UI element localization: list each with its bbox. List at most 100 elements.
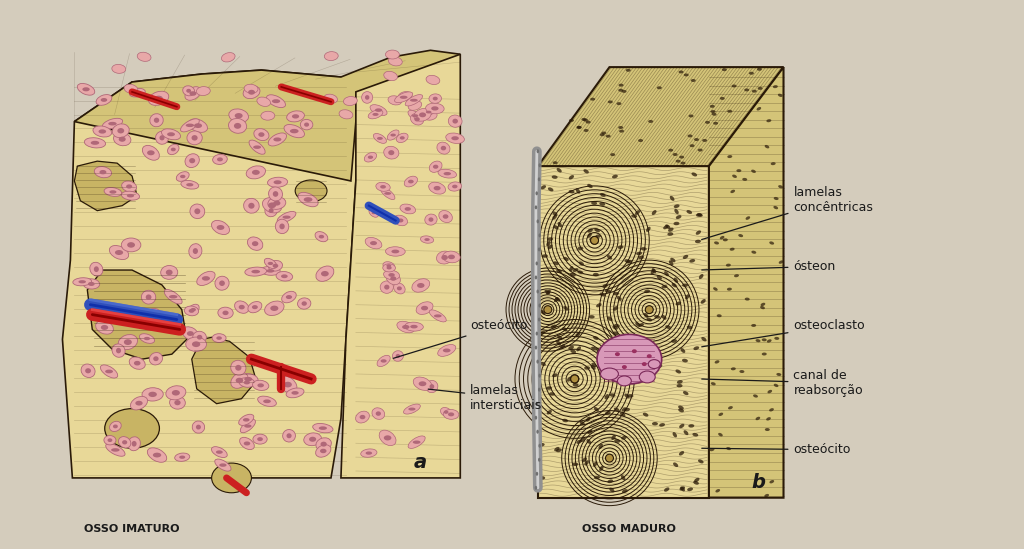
Ellipse shape bbox=[687, 488, 693, 491]
Ellipse shape bbox=[368, 155, 373, 159]
Ellipse shape bbox=[268, 208, 273, 213]
Ellipse shape bbox=[447, 255, 455, 259]
Ellipse shape bbox=[426, 111, 431, 114]
Ellipse shape bbox=[546, 386, 552, 390]
Ellipse shape bbox=[612, 326, 617, 330]
Ellipse shape bbox=[388, 96, 401, 105]
Ellipse shape bbox=[197, 87, 210, 96]
Ellipse shape bbox=[315, 445, 331, 457]
Ellipse shape bbox=[584, 129, 589, 132]
Ellipse shape bbox=[577, 126, 582, 129]
Ellipse shape bbox=[169, 295, 177, 299]
Ellipse shape bbox=[166, 386, 185, 400]
Ellipse shape bbox=[376, 182, 390, 191]
Ellipse shape bbox=[593, 273, 599, 276]
Ellipse shape bbox=[304, 197, 312, 202]
Ellipse shape bbox=[449, 182, 462, 191]
Ellipse shape bbox=[650, 269, 655, 274]
Ellipse shape bbox=[762, 338, 767, 341]
Ellipse shape bbox=[404, 176, 418, 187]
Ellipse shape bbox=[257, 437, 263, 441]
Ellipse shape bbox=[673, 153, 678, 156]
Ellipse shape bbox=[365, 153, 377, 162]
Ellipse shape bbox=[686, 210, 692, 214]
Ellipse shape bbox=[719, 413, 723, 416]
Ellipse shape bbox=[429, 182, 445, 194]
Ellipse shape bbox=[104, 408, 160, 448]
Text: b: b bbox=[752, 473, 766, 492]
Ellipse shape bbox=[318, 427, 327, 430]
Ellipse shape bbox=[757, 68, 762, 71]
Ellipse shape bbox=[249, 140, 265, 154]
Ellipse shape bbox=[675, 209, 679, 214]
Ellipse shape bbox=[646, 318, 652, 322]
Ellipse shape bbox=[281, 274, 288, 278]
Circle shape bbox=[605, 454, 613, 462]
Ellipse shape bbox=[589, 237, 595, 241]
Ellipse shape bbox=[688, 115, 693, 117]
Ellipse shape bbox=[372, 211, 376, 214]
Ellipse shape bbox=[537, 149, 539, 153]
Ellipse shape bbox=[134, 91, 140, 94]
Ellipse shape bbox=[408, 180, 414, 183]
Ellipse shape bbox=[257, 97, 270, 107]
Ellipse shape bbox=[654, 315, 660, 318]
Ellipse shape bbox=[81, 364, 95, 378]
Ellipse shape bbox=[774, 197, 778, 200]
Ellipse shape bbox=[236, 378, 244, 383]
Ellipse shape bbox=[394, 92, 413, 103]
Ellipse shape bbox=[414, 109, 431, 121]
Ellipse shape bbox=[614, 324, 620, 327]
Ellipse shape bbox=[622, 90, 627, 93]
Ellipse shape bbox=[778, 260, 783, 264]
Ellipse shape bbox=[122, 191, 139, 200]
Ellipse shape bbox=[584, 366, 590, 369]
Ellipse shape bbox=[679, 155, 684, 159]
Polygon shape bbox=[191, 337, 256, 404]
Ellipse shape bbox=[683, 391, 688, 395]
Ellipse shape bbox=[318, 235, 325, 238]
Ellipse shape bbox=[441, 255, 447, 260]
Ellipse shape bbox=[642, 362, 647, 366]
Ellipse shape bbox=[438, 169, 457, 178]
Ellipse shape bbox=[195, 209, 201, 214]
Ellipse shape bbox=[622, 407, 627, 412]
Ellipse shape bbox=[187, 304, 200, 315]
Ellipse shape bbox=[656, 275, 662, 280]
Ellipse shape bbox=[652, 422, 658, 425]
Ellipse shape bbox=[771, 162, 775, 165]
Ellipse shape bbox=[535, 276, 538, 279]
Ellipse shape bbox=[118, 128, 124, 133]
Ellipse shape bbox=[409, 407, 416, 411]
Ellipse shape bbox=[272, 264, 279, 268]
Ellipse shape bbox=[677, 380, 683, 384]
Ellipse shape bbox=[682, 283, 688, 287]
Ellipse shape bbox=[548, 187, 553, 192]
Ellipse shape bbox=[180, 175, 185, 178]
Ellipse shape bbox=[369, 110, 383, 119]
Ellipse shape bbox=[135, 401, 142, 406]
Ellipse shape bbox=[540, 331, 545, 335]
Ellipse shape bbox=[577, 440, 582, 444]
Ellipse shape bbox=[104, 188, 122, 197]
Ellipse shape bbox=[287, 433, 292, 438]
Ellipse shape bbox=[764, 494, 769, 497]
Ellipse shape bbox=[594, 476, 600, 479]
Ellipse shape bbox=[563, 257, 568, 261]
Polygon shape bbox=[709, 67, 783, 498]
Circle shape bbox=[570, 375, 579, 383]
Ellipse shape bbox=[258, 396, 276, 406]
Ellipse shape bbox=[449, 115, 462, 127]
Ellipse shape bbox=[94, 266, 99, 272]
Ellipse shape bbox=[618, 89, 624, 92]
Ellipse shape bbox=[691, 79, 695, 82]
Ellipse shape bbox=[180, 119, 200, 132]
Ellipse shape bbox=[685, 294, 689, 299]
Ellipse shape bbox=[219, 463, 226, 467]
Circle shape bbox=[591, 237, 598, 244]
Ellipse shape bbox=[316, 438, 332, 451]
Ellipse shape bbox=[124, 339, 132, 345]
Ellipse shape bbox=[716, 489, 720, 492]
Ellipse shape bbox=[116, 348, 121, 354]
Ellipse shape bbox=[676, 160, 681, 163]
